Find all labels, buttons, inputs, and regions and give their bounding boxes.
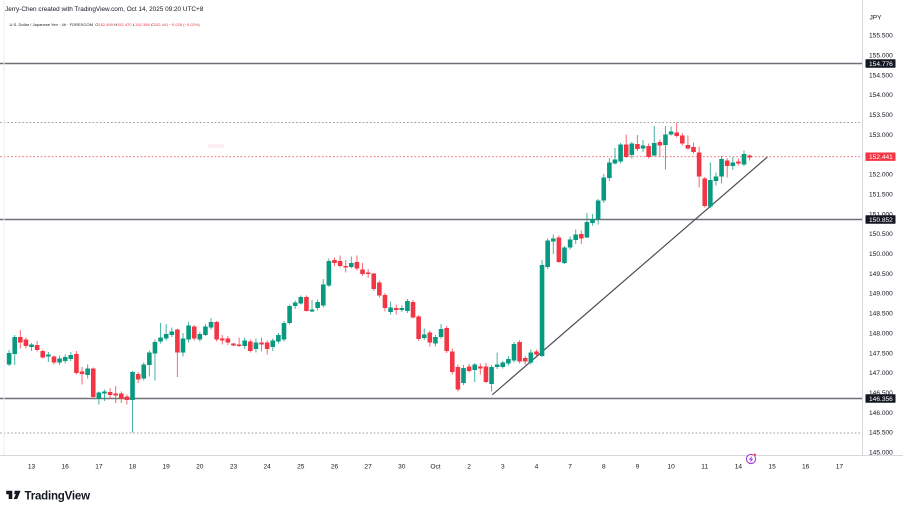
svg-text:20: 20	[196, 464, 204, 471]
svg-text:30: 30	[398, 464, 406, 471]
svg-text:2: 2	[467, 464, 471, 471]
svg-text:26: 26	[331, 464, 339, 471]
svg-text:146.356: 146.356	[869, 396, 893, 403]
svg-text:9: 9	[636, 464, 640, 471]
svg-text:10: 10	[667, 464, 675, 471]
svg-text:JPY: JPY	[869, 15, 882, 22]
svg-text:13: 13	[28, 464, 36, 471]
svg-text:149.000: 149.000	[869, 291, 893, 298]
svg-text:27: 27	[364, 464, 372, 471]
svg-text:15: 15	[768, 464, 776, 471]
svg-text:TradingView: TradingView	[25, 490, 91, 502]
svg-text:153.500: 153.500	[869, 112, 893, 119]
svg-text:148.500: 148.500	[869, 311, 893, 318]
svg-text:155.500: 155.500	[869, 33, 893, 40]
svg-text:4: 4	[535, 464, 539, 471]
svg-text:151.500: 151.500	[869, 192, 893, 199]
svg-text:19: 19	[163, 464, 171, 471]
svg-text:16: 16	[802, 464, 810, 471]
svg-text:152.441: 152.441	[869, 154, 893, 161]
svg-text:150.500: 150.500	[869, 231, 893, 238]
svg-text:153.000: 153.000	[869, 132, 893, 139]
svg-text:152.000: 152.000	[869, 172, 893, 179]
svg-text:150.852: 150.852	[869, 217, 893, 224]
svg-text:16: 16	[62, 464, 70, 471]
svg-text:146.000: 146.000	[869, 410, 893, 417]
svg-text:3: 3	[501, 464, 505, 471]
svg-text:17: 17	[836, 464, 844, 471]
svg-text:149.500: 149.500	[869, 271, 893, 278]
svg-text:147.000: 147.000	[869, 370, 893, 377]
svg-text:154.500: 154.500	[869, 72, 893, 79]
svg-text:8: 8	[602, 464, 606, 471]
svg-text:23: 23	[230, 464, 238, 471]
svg-text:14: 14	[735, 464, 743, 471]
svg-text:148.000: 148.000	[869, 330, 893, 337]
svg-text:155.000: 155.000	[869, 53, 893, 60]
svg-text:147.500: 147.500	[869, 350, 893, 357]
svg-text:145.000: 145.000	[869, 450, 893, 457]
svg-text:18: 18	[129, 464, 137, 471]
svg-text:7: 7	[568, 464, 572, 471]
svg-text:Oct: Oct	[430, 464, 440, 471]
svg-text:25: 25	[297, 464, 305, 471]
svg-text:24: 24	[264, 464, 272, 471]
svg-text:145.500: 145.500	[869, 430, 893, 437]
svg-text:17: 17	[95, 464, 103, 471]
svg-text:150.000: 150.000	[869, 251, 893, 258]
svg-text:154.776: 154.776	[869, 61, 893, 68]
svg-text:151.000: 151.000	[869, 211, 893, 218]
svg-text:146.500: 146.500	[869, 390, 893, 397]
svg-text:154.000: 154.000	[869, 92, 893, 99]
svg-text:11: 11	[701, 464, 708, 471]
